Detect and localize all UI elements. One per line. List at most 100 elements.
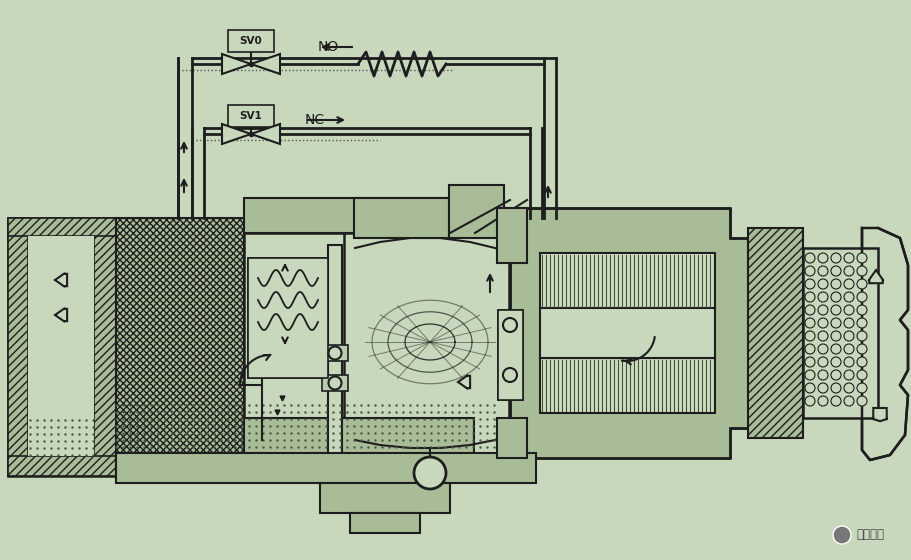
- Polygon shape: [872, 408, 886, 421]
- Circle shape: [817, 396, 827, 406]
- Circle shape: [830, 331, 840, 341]
- Circle shape: [804, 318, 814, 328]
- Circle shape: [843, 383, 853, 393]
- Bar: [248, 258, 328, 378]
- Circle shape: [804, 279, 814, 289]
- Bar: [747, 228, 802, 438]
- Circle shape: [856, 370, 866, 380]
- Circle shape: [804, 370, 814, 380]
- Circle shape: [856, 266, 866, 276]
- Bar: [539, 308, 714, 358]
- Circle shape: [843, 279, 853, 289]
- Text: SV0: SV0: [240, 36, 262, 46]
- Circle shape: [856, 318, 866, 328]
- Polygon shape: [867, 270, 883, 283]
- Circle shape: [830, 396, 840, 406]
- Bar: [94, 218, 116, 476]
- Bar: [248, 258, 328, 378]
- Text: 制冷百科: 制冷百科: [855, 529, 883, 542]
- Polygon shape: [221, 124, 251, 144]
- Circle shape: [856, 396, 866, 406]
- Polygon shape: [55, 273, 67, 287]
- Circle shape: [817, 266, 827, 276]
- Bar: [244, 233, 474, 453]
- Polygon shape: [251, 54, 280, 74]
- Circle shape: [843, 305, 853, 315]
- Circle shape: [856, 331, 866, 341]
- Circle shape: [843, 318, 853, 328]
- Bar: [228, 105, 273, 127]
- Circle shape: [817, 253, 827, 263]
- Polygon shape: [861, 228, 907, 460]
- Bar: [448, 185, 504, 238]
- Bar: [497, 310, 522, 400]
- Circle shape: [830, 318, 840, 328]
- Circle shape: [817, 318, 827, 328]
- Circle shape: [856, 357, 866, 367]
- Circle shape: [856, 253, 866, 263]
- Circle shape: [830, 253, 840, 263]
- Text: SV1: SV1: [240, 111, 262, 121]
- Polygon shape: [55, 308, 67, 322]
- Circle shape: [804, 331, 814, 341]
- Circle shape: [843, 253, 853, 263]
- Polygon shape: [457, 375, 469, 389]
- Circle shape: [832, 526, 850, 544]
- Bar: [539, 358, 714, 413]
- Bar: [497, 310, 522, 400]
- Circle shape: [830, 370, 840, 380]
- Circle shape: [804, 292, 814, 302]
- Bar: [244, 418, 474, 453]
- Circle shape: [817, 292, 827, 302]
- Circle shape: [328, 347, 341, 360]
- Circle shape: [804, 396, 814, 406]
- Circle shape: [830, 305, 840, 315]
- Circle shape: [830, 279, 840, 289]
- Circle shape: [856, 305, 866, 315]
- Bar: [353, 198, 448, 238]
- Circle shape: [817, 370, 827, 380]
- Text: NO: NO: [318, 40, 339, 54]
- Polygon shape: [221, 54, 251, 74]
- Circle shape: [830, 266, 840, 276]
- Circle shape: [830, 357, 840, 367]
- Circle shape: [843, 370, 853, 380]
- Circle shape: [804, 266, 814, 276]
- Circle shape: [830, 344, 840, 354]
- Bar: [496, 208, 527, 263]
- Circle shape: [817, 357, 827, 367]
- Circle shape: [804, 357, 814, 367]
- Circle shape: [817, 383, 827, 393]
- Bar: [116, 218, 244, 478]
- Bar: [322, 345, 348, 361]
- Bar: [343, 233, 508, 453]
- Bar: [802, 248, 877, 418]
- Circle shape: [830, 383, 840, 393]
- Bar: [244, 198, 474, 233]
- Polygon shape: [509, 208, 747, 458]
- Circle shape: [843, 331, 853, 341]
- Circle shape: [843, 292, 853, 302]
- Circle shape: [817, 344, 827, 354]
- Bar: [8, 456, 116, 476]
- Bar: [350, 513, 420, 533]
- Bar: [28, 236, 94, 456]
- Circle shape: [817, 305, 827, 315]
- Text: NC: NC: [304, 113, 324, 127]
- Circle shape: [804, 383, 814, 393]
- Circle shape: [856, 279, 866, 289]
- Circle shape: [856, 383, 866, 393]
- Circle shape: [817, 331, 827, 341]
- Circle shape: [328, 376, 341, 390]
- Circle shape: [856, 292, 866, 302]
- Polygon shape: [251, 124, 280, 144]
- Circle shape: [843, 266, 853, 276]
- Bar: [496, 418, 527, 458]
- Bar: [328, 245, 342, 470]
- Circle shape: [804, 305, 814, 315]
- Circle shape: [503, 368, 517, 382]
- Bar: [539, 253, 714, 308]
- Bar: [8, 218, 28, 476]
- Bar: [8, 218, 116, 236]
- Bar: [320, 483, 449, 513]
